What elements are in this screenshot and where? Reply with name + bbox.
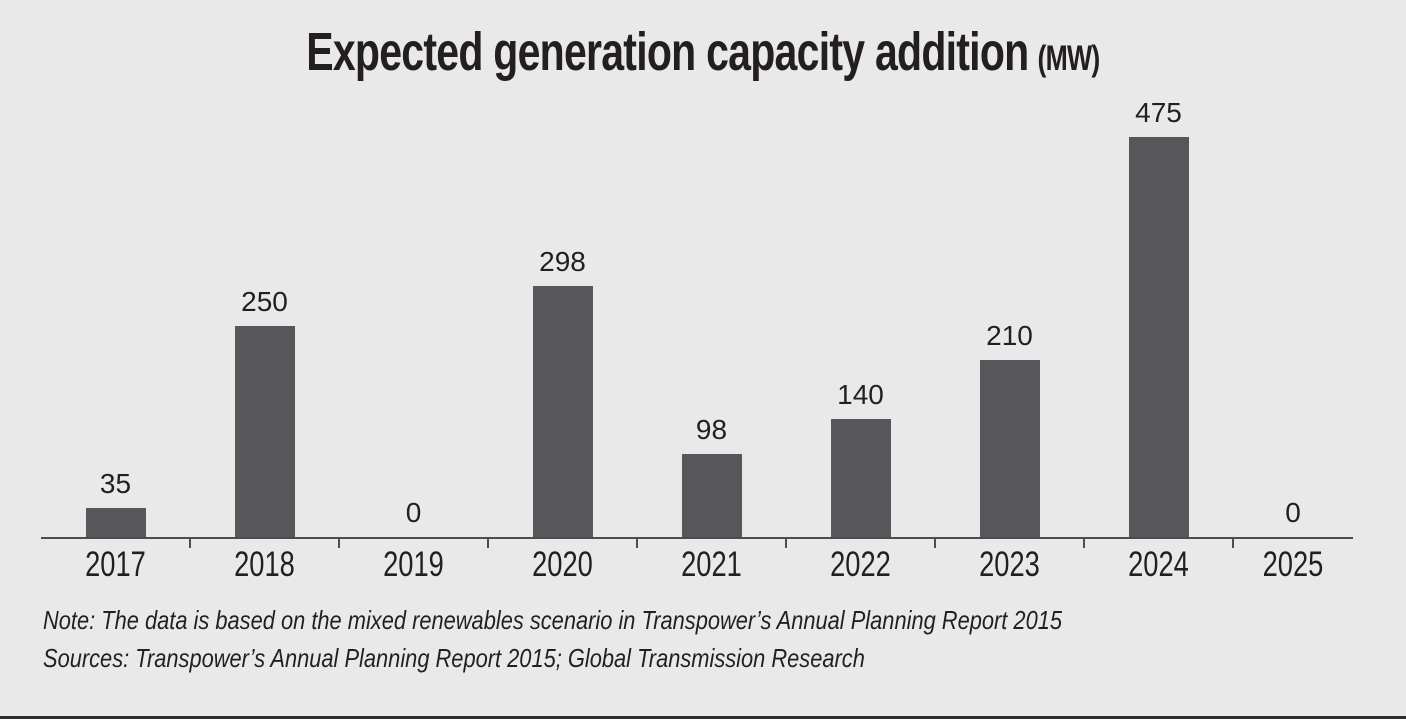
bar-column: 0 2019 xyxy=(339,137,488,583)
bar-column: 140 2022 xyxy=(786,137,935,583)
x-axis-tick xyxy=(1232,539,1234,548)
bar-value-label: 0 xyxy=(405,497,422,528)
x-axis-label: 2021 xyxy=(681,545,742,584)
x-axis-label: 2019 xyxy=(383,545,444,584)
bar-column: 250 2018 xyxy=(190,137,339,583)
bar-value-label: 250 xyxy=(241,286,288,317)
x-axis-tick xyxy=(1083,539,1085,548)
x-axis-tick xyxy=(636,539,638,548)
x-axis-tick xyxy=(487,539,489,548)
bar-value-label: 98 xyxy=(695,414,728,445)
bar xyxy=(85,508,146,537)
x-axis-label: 2025 xyxy=(1262,545,1324,584)
bar-column: 98 2021 xyxy=(637,137,786,583)
bar-value-label: 210 xyxy=(986,320,1033,351)
bar-value-label: 475 xyxy=(1135,97,1182,128)
x-axis-label: 2017 xyxy=(85,545,146,584)
x-axis-label: 2018 xyxy=(234,545,295,584)
bar xyxy=(681,454,742,537)
bar-value-label: 0 xyxy=(1285,497,1301,528)
bar-column: 298 2020 xyxy=(488,137,637,583)
x-axis-tick xyxy=(189,539,191,548)
bar xyxy=(1128,137,1189,537)
x-axis-tick xyxy=(338,539,340,548)
bar-column: 35 2017 xyxy=(41,137,190,583)
footnotes: Note: The data is based on the mixed ren… xyxy=(43,601,1256,677)
chart-title: Expected generation capacity addition (MW… xyxy=(0,22,1406,96)
bar-column: 210 2023 xyxy=(935,137,1084,583)
x-axis-tick xyxy=(785,539,787,548)
plot-area: 35 2017 250 2018 0 2019 298 2020 98 2021 140 2022 21… xyxy=(41,99,1353,583)
bar-value-label: 140 xyxy=(837,379,884,410)
x-axis-label: 2022 xyxy=(830,545,891,584)
x-axis-line xyxy=(41,537,1353,539)
x-axis-label: 2023 xyxy=(979,545,1040,584)
bar-column: 475 2024 xyxy=(1084,99,1233,583)
bottom-border-line xyxy=(0,716,1406,719)
chart-title-text: Expected generation capacity addition xyxy=(306,22,1029,82)
bar xyxy=(234,326,295,537)
chart-title-inner: Expected generation capacity addition (MW… xyxy=(306,22,1101,89)
sources-text: Sources: Transpower’s Annual Planning Re… xyxy=(43,643,865,673)
bar-value-label: 35 xyxy=(99,468,132,499)
bar-value-label: 298 xyxy=(539,246,586,277)
bar xyxy=(979,360,1040,537)
x-axis-tick xyxy=(934,539,936,548)
bar xyxy=(532,286,593,537)
bar-column: 0 2025 xyxy=(1233,137,1353,583)
chart-title-unit: (MW) xyxy=(1037,39,1101,78)
note-text: Note: The data is based on the mixed ren… xyxy=(43,605,1063,635)
bar xyxy=(830,419,891,537)
x-axis-label: 2024 xyxy=(1128,545,1189,584)
x-axis-label: 2020 xyxy=(532,545,593,584)
